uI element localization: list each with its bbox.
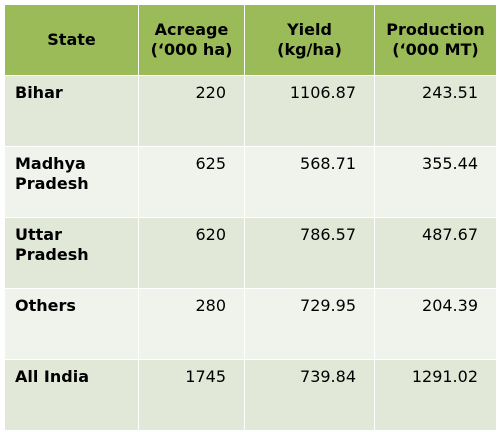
cell-production: 204.39	[374, 288, 497, 360]
table-row-total: All India 1745 739.84 1291.02	[4, 359, 497, 431]
table-row: Uttar Pradesh 620 786.57 487.67	[4, 217, 497, 289]
table-row: Others 280 729.95 204.39	[4, 288, 497, 360]
state-name-line1: Others	[15, 296, 76, 315]
cell-production: 355.44	[374, 146, 497, 218]
cell-yield: 786.57	[244, 217, 375, 289]
cell-yield: 739.84	[244, 359, 375, 431]
header-production: Production (‘000 MT)	[374, 4, 497, 76]
header-production-line1: Production	[386, 20, 485, 39]
state-name-line1: All India	[15, 367, 89, 386]
header-row: State Acreage (‘000 ha) Yield (kg/ha) Pr…	[4, 4, 497, 76]
header-state: State	[4, 4, 139, 76]
cell-state: Madhya Pradesh	[4, 146, 139, 218]
cell-production: 1291.02	[374, 359, 497, 431]
cell-production: 487.67	[374, 217, 497, 289]
cell-acreage: 220	[138, 75, 245, 147]
cell-yield: 729.95	[244, 288, 375, 360]
header-yield-line2: (kg/ha)	[277, 40, 342, 59]
cell-state: Others	[4, 288, 139, 360]
state-name-line1: Madhya	[15, 154, 86, 173]
cell-production: 243.51	[374, 75, 497, 147]
table-row: Madhya Pradesh 625 568.71 355.44	[4, 146, 497, 218]
header-yield-line1: Yield	[287, 20, 332, 39]
cell-acreage: 1745	[138, 359, 245, 431]
header-acreage: Acreage (‘000 ha)	[138, 4, 245, 76]
cell-acreage: 280	[138, 288, 245, 360]
cell-acreage: 620	[138, 217, 245, 289]
state-name-line2: Pradesh	[15, 174, 89, 193]
cell-yield: 568.71	[244, 146, 375, 218]
state-name-line2: Pradesh	[15, 245, 89, 264]
state-production-table: State Acreage (‘000 ha) Yield (kg/ha) Pr…	[4, 4, 497, 431]
header-state-label: State	[47, 30, 96, 49]
data-table-container: State Acreage (‘000 ha) Yield (kg/ha) Pr…	[4, 4, 497, 431]
cell-yield: 1106.87	[244, 75, 375, 147]
header-yield: Yield (kg/ha)	[244, 4, 375, 76]
header-acreage-line2: (‘000 ha)	[150, 40, 233, 59]
cell-state: All India	[4, 359, 139, 431]
cell-state: Uttar Pradesh	[4, 217, 139, 289]
header-production-line2: (‘000 MT)	[392, 40, 479, 59]
state-name-line1: Bihar	[15, 83, 63, 102]
cell-acreage: 625	[138, 146, 245, 218]
state-name-line1: Uttar	[15, 225, 62, 244]
header-acreage-line1: Acreage	[154, 20, 229, 39]
table-row: Bihar 220 1106.87 243.51	[4, 75, 497, 147]
cell-state: Bihar	[4, 75, 139, 147]
